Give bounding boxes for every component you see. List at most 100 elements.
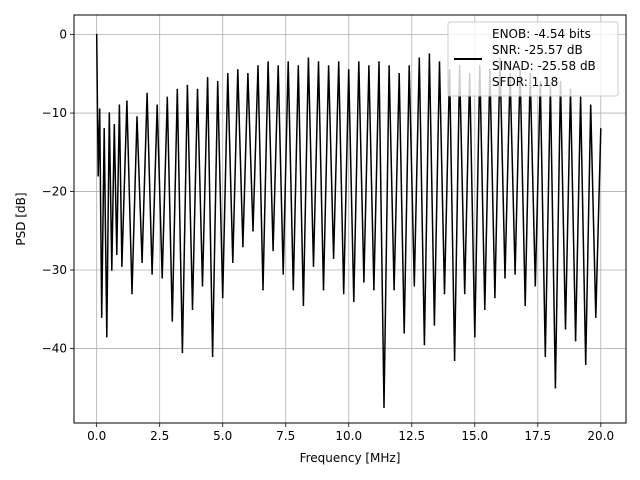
psd-data-point: [146, 92, 148, 95]
psd-data-point: [98, 108, 101, 110]
psd-data-point: [398, 73, 401, 75]
psd-data-point: [403, 332, 406, 334]
psd-data-point: [579, 96, 582, 99]
psd-data-point: [106, 335, 108, 338]
psd-data-point: [327, 65, 330, 67]
psd-data-point: [342, 292, 345, 295]
psd-data-point: [408, 65, 411, 67]
psd-data-point: [292, 288, 295, 291]
psd-data-point: [474, 335, 476, 338]
psd-data-point: [118, 104, 121, 106]
psd-data-point: [332, 257, 335, 260]
psd-data-point: [141, 261, 143, 264]
psd-data-point: [171, 320, 174, 322]
psd-data-point: [136, 116, 138, 118]
psd-data-point: [418, 57, 421, 59]
psd-data-point: [317, 61, 320, 63]
psd-data-point: [191, 308, 194, 311]
psd-data-point: [201, 284, 204, 287]
tick-marks: 0.0 2.5 5.0 7.5 10.0 12.5 15.0 17.5 20.0 0 −10 −20 −…: [42, 28, 614, 443]
psd-data-point: [433, 324, 436, 326]
psd-data-point: [302, 304, 305, 307]
psd-data-point: [108, 112, 111, 114]
psd-data-point: [181, 351, 184, 354]
psd-data-point: [388, 65, 390, 67]
psd-data-point: [438, 61, 441, 63]
psd-data-point: [282, 273, 285, 275]
y-axis-label: PSD [dB]: [14, 192, 28, 245]
psd-data-point: [595, 316, 597, 318]
psd-data-point: [126, 100, 128, 103]
psd-data-point: [363, 281, 365, 283]
psd-data-point: [287, 61, 290, 63]
psd-data-point: [584, 363, 587, 366]
psd-data-point: [267, 61, 269, 63]
legend: ENOB: -4.54 bits SNR: -25.57 dB SINAD: -25…: [447, 21, 619, 97]
x-tick-label: 12.5: [398, 429, 425, 443]
psd-data-point: [524, 304, 526, 307]
psd-data-point: [232, 261, 234, 264]
psd-data-point: [116, 253, 118, 256]
x-tick-label: 17.5: [524, 429, 551, 443]
y-tick-label: 0: [59, 28, 67, 42]
psd-data-point: [453, 359, 456, 362]
legend-text-line: SINAD: -25.58 dB: [492, 59, 596, 73]
psd-data-point: [554, 386, 557, 389]
psd-data-point: [161, 277, 163, 279]
psd-data-point: [353, 300, 355, 303]
psd-data-point: [600, 128, 602, 130]
psd-data-point: [113, 124, 116, 126]
y-tick-label: −40: [42, 341, 67, 355]
psd-data-point: [443, 292, 446, 295]
psd-data-point: [186, 84, 189, 87]
legend-text-line: SFDR: 1.18: [492, 75, 558, 89]
psd-data-point: [151, 273, 153, 275]
x-tick-label: 15.0: [461, 429, 488, 443]
psd-data-point: [589, 104, 592, 106]
psd-data-point: [111, 269, 113, 271]
psd-data-point: [211, 355, 214, 358]
psd-data-point: [131, 292, 133, 295]
legend-text-line: ENOB: -4.54 bits: [492, 27, 591, 41]
psd-data-point: [347, 69, 350, 71]
psd-data-point: [95, 33, 98, 36]
x-tick-label: 2.5: [150, 429, 169, 443]
psd-data-point: [383, 406, 385, 409]
psd-data-point: [564, 328, 567, 330]
psd-data-point: [514, 273, 516, 275]
psd-data-point: [196, 88, 199, 91]
psd-data-point: [262, 288, 264, 291]
psd-data-point: [358, 61, 360, 63]
psd-data-point: [176, 88, 179, 91]
psd-data-point: [484, 308, 486, 311]
psd-data-point: [272, 249, 274, 252]
y-tick-label: −30: [42, 263, 67, 277]
x-tick-label: 7.5: [276, 429, 295, 443]
x-tick-label: 5.0: [213, 429, 232, 443]
y-tick-label: −10: [42, 106, 67, 120]
psd-data-point: [504, 277, 506, 279]
psd-data-point: [277, 65, 280, 67]
psd-data-point: [237, 69, 239, 71]
psd-data-point: [297, 65, 300, 67]
psd-data-point: [494, 296, 496, 299]
axes-frame: [73, 14, 627, 424]
psd-data-point: [247, 73, 249, 75]
psd-data-point: [337, 61, 340, 63]
psd-data-point: [463, 292, 466, 295]
psd-data-point: [413, 284, 416, 287]
psd-data-point: [378, 61, 380, 63]
psd-data-point: [242, 245, 244, 248]
x-tick-label: 20.0: [587, 429, 614, 443]
x-axis-label: Frequency [MHz]: [300, 451, 401, 465]
psd-data-point: [322, 288, 325, 291]
psd-data-point: [574, 339, 577, 342]
x-tick-label: 10.0: [335, 429, 362, 443]
psd-data-point: [166, 96, 169, 99]
legend-box: [447, 21, 619, 97]
psd-data-point: [100, 316, 103, 318]
psd-data-point: [423, 343, 426, 346]
psd-data-point: [312, 265, 315, 267]
legend-text-line: SNR: -25.57 dB: [492, 43, 583, 57]
